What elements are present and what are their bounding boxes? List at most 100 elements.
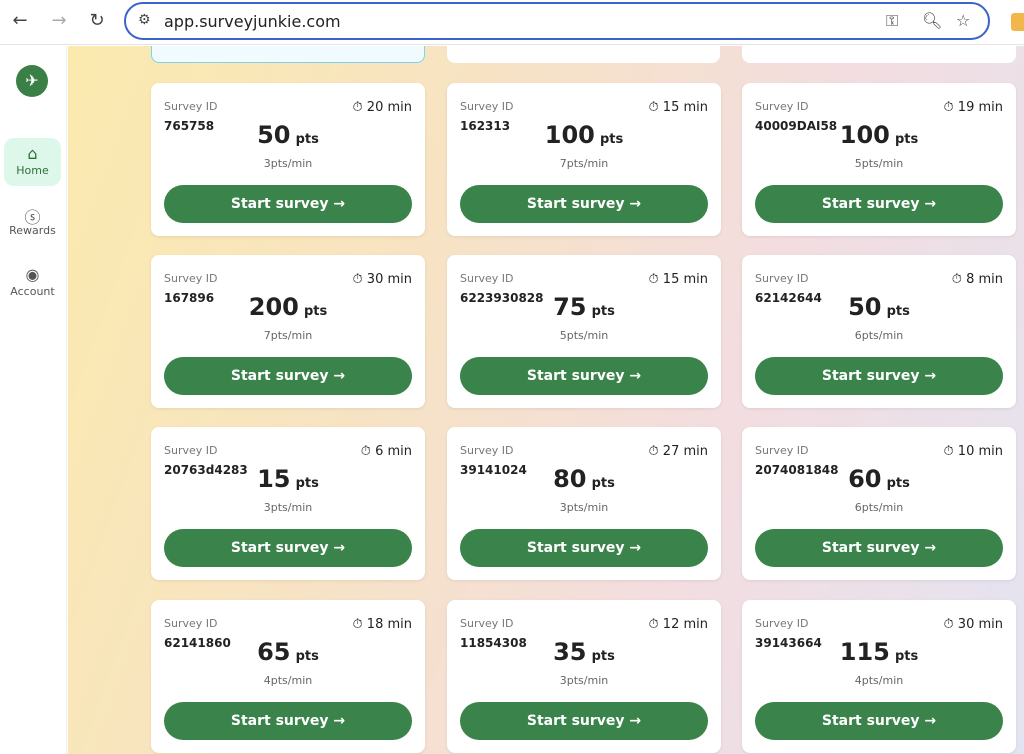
duration: ⏱ 18 min [353, 617, 412, 632]
points-value: 65 [257, 638, 291, 666]
timer-icon: ⏱ [648, 100, 663, 115]
back-icon[interactable]: ← [12, 10, 28, 31]
account-icon: ◉ [25, 265, 40, 284]
start-survey-button[interactable]: Start survey → [755, 185, 1003, 223]
start-survey-button[interactable]: Start survey → [460, 185, 708, 223]
timer-icon: ⏱ [648, 272, 663, 287]
duration: ⏱ 10 min [944, 444, 1003, 459]
points: 65 pts [151, 638, 425, 666]
survey-id: 2074081848 [755, 463, 839, 477]
survey-id: 11854308 [460, 636, 527, 650]
points: 15 pts [151, 465, 425, 493]
duration: ⏱ 27 min [649, 444, 708, 459]
survey-card: Survey ID 11854308 ⏱ 12 min 35 pts 3pts/… [447, 600, 721, 753]
points: 80 pts [447, 465, 721, 493]
points-rate: 5pts/min [854, 157, 904, 170]
points-value: 100 [544, 121, 595, 149]
survey-id: 162313 [460, 119, 511, 133]
points: 50 pts [742, 293, 1016, 321]
zoom-icon[interactable]: 🔍︎ [922, 11, 943, 30]
survey-id-label: Survey ID [755, 272, 809, 285]
start-survey-button[interactable]: Start survey → [460, 702, 708, 740]
logo[interactable]: ✈ [16, 65, 48, 97]
start-survey-button[interactable]: Start survey → [164, 357, 412, 395]
duration: ⏱ 15 min [649, 100, 708, 115]
duration-text: 6 min [375, 444, 412, 459]
address-bar[interactable]: ⚙ app.surveyjunkie.com ⚿ 🔍︎ ☆ [124, 2, 990, 40]
points-rate: 4pts/min [854, 674, 904, 687]
sidebar-item-home[interactable]: ⌂ Home [4, 138, 61, 186]
survey-id-label: Survey ID [460, 100, 514, 113]
partial-card [447, 46, 720, 63]
survey-id-label: Survey ID [755, 100, 809, 113]
start-survey-button[interactable]: Start survey → [755, 702, 1003, 740]
star-icon[interactable]: ☆ [956, 11, 971, 30]
duration-text: 30 min [366, 272, 412, 287]
survey-card: Survey ID 6223930828 ⏱ 15 min 75 pts 5pt… [447, 255, 721, 408]
points-unit: pts [886, 476, 910, 491]
sidebar-item-label: Home [16, 164, 49, 177]
survey-card: Survey ID 62142644 ⏱ 8 min 50 pts 6pts/m… [742, 255, 1016, 408]
timer-icon: ⏱ [951, 272, 967, 287]
points: 100 pts [742, 121, 1016, 149]
duration: ⏱ 20 min [353, 100, 412, 115]
start-survey-button[interactable]: Start survey → [755, 529, 1003, 567]
start-survey-button[interactable]: Start survey → [164, 702, 412, 740]
timer-icon: ⏱ [352, 617, 367, 632]
timer-icon: ⏱ [352, 100, 367, 115]
points-unit: pts [599, 132, 624, 147]
survey-list: Survey ID 765758 ⏱ 20 min 50 pts 3pts/mi… [68, 46, 1024, 754]
points-rate: 3pts/min [559, 501, 609, 514]
browser-toolbar: ← → ↻ ⚙ app.surveyjunkie.com ⚿ 🔍︎ ☆ [0, 0, 1024, 45]
points-unit: pts [894, 132, 919, 147]
points: 75 pts [447, 293, 721, 321]
duration: ⏱ 19 min [944, 100, 1003, 115]
sidebar-item-label: Rewards [9, 224, 56, 237]
points-value: 75 [553, 293, 587, 321]
survey-id-label: Survey ID [755, 617, 809, 630]
points-unit: pts [295, 132, 319, 147]
points-rate: 4pts/min [263, 674, 313, 687]
home-icon: ⌂ [27, 144, 38, 163]
sidebar: ✈ ⌂ Home ⓢ Rewards ◉ Account [0, 46, 67, 754]
survey-card: Survey ID 39143664 ⏱ 30 min 115 pts 4pts… [742, 600, 1016, 753]
survey-card: Survey ID 162313 ⏱ 15 min 100 pts 7pts/m… [447, 83, 721, 236]
duration: ⏱ 30 min [944, 617, 1003, 632]
start-survey-button[interactable]: Start survey → [460, 357, 708, 395]
url-text[interactable]: app.surveyjunkie.com [164, 12, 341, 31]
points: 200 pts [151, 293, 425, 321]
points-rate: 6pts/min [854, 501, 904, 514]
points-value: 50 [848, 293, 882, 321]
sidebar-item-label: Account [10, 285, 55, 298]
points-unit: pts [591, 649, 615, 664]
survey-id-label: Survey ID [164, 617, 218, 630]
site-settings-icon[interactable]: ⚙ [138, 12, 151, 28]
duration-text: 12 min [662, 617, 708, 632]
reload-icon[interactable]: ↻ [89, 10, 105, 31]
survey-id-label: Survey ID [460, 617, 514, 630]
survey-card: Survey ID 62141860 ⏱ 18 min 65 pts 4pts/… [151, 600, 425, 753]
start-survey-button[interactable]: Start survey → [755, 357, 1003, 395]
points-rate: 3pts/min [263, 501, 313, 514]
key-icon[interactable]: ⚿ [886, 11, 899, 30]
dollar-icon: ⓢ [24, 208, 41, 227]
start-survey-button[interactable]: Start survey → [164, 185, 412, 223]
start-survey-button[interactable]: Start survey → [164, 529, 412, 567]
forward-icon[interactable]: → [51, 10, 67, 31]
sidebar-item-rewards[interactable]: ⓢ Rewards [4, 198, 61, 246]
timer-icon: ⏱ [943, 100, 958, 115]
timer-icon: ⏱ [352, 272, 367, 287]
extension-icon[interactable] [1011, 13, 1024, 31]
survey-id: 62141860 [164, 636, 231, 650]
partial-card [151, 46, 425, 63]
timer-icon: ⏱ [360, 444, 376, 459]
points-rate: 7pts/min [263, 329, 313, 342]
timer-icon: ⏱ [943, 444, 958, 459]
duration-text: 27 min [662, 444, 708, 459]
points-value: 115 [839, 638, 890, 666]
sidebar-item-account[interactable]: ◉ Account [4, 259, 61, 307]
survey-id-label: Survey ID [164, 272, 218, 285]
start-survey-button[interactable]: Start survey → [460, 529, 708, 567]
points: 50 pts [151, 121, 425, 149]
points-rate: 3pts/min [559, 674, 609, 687]
